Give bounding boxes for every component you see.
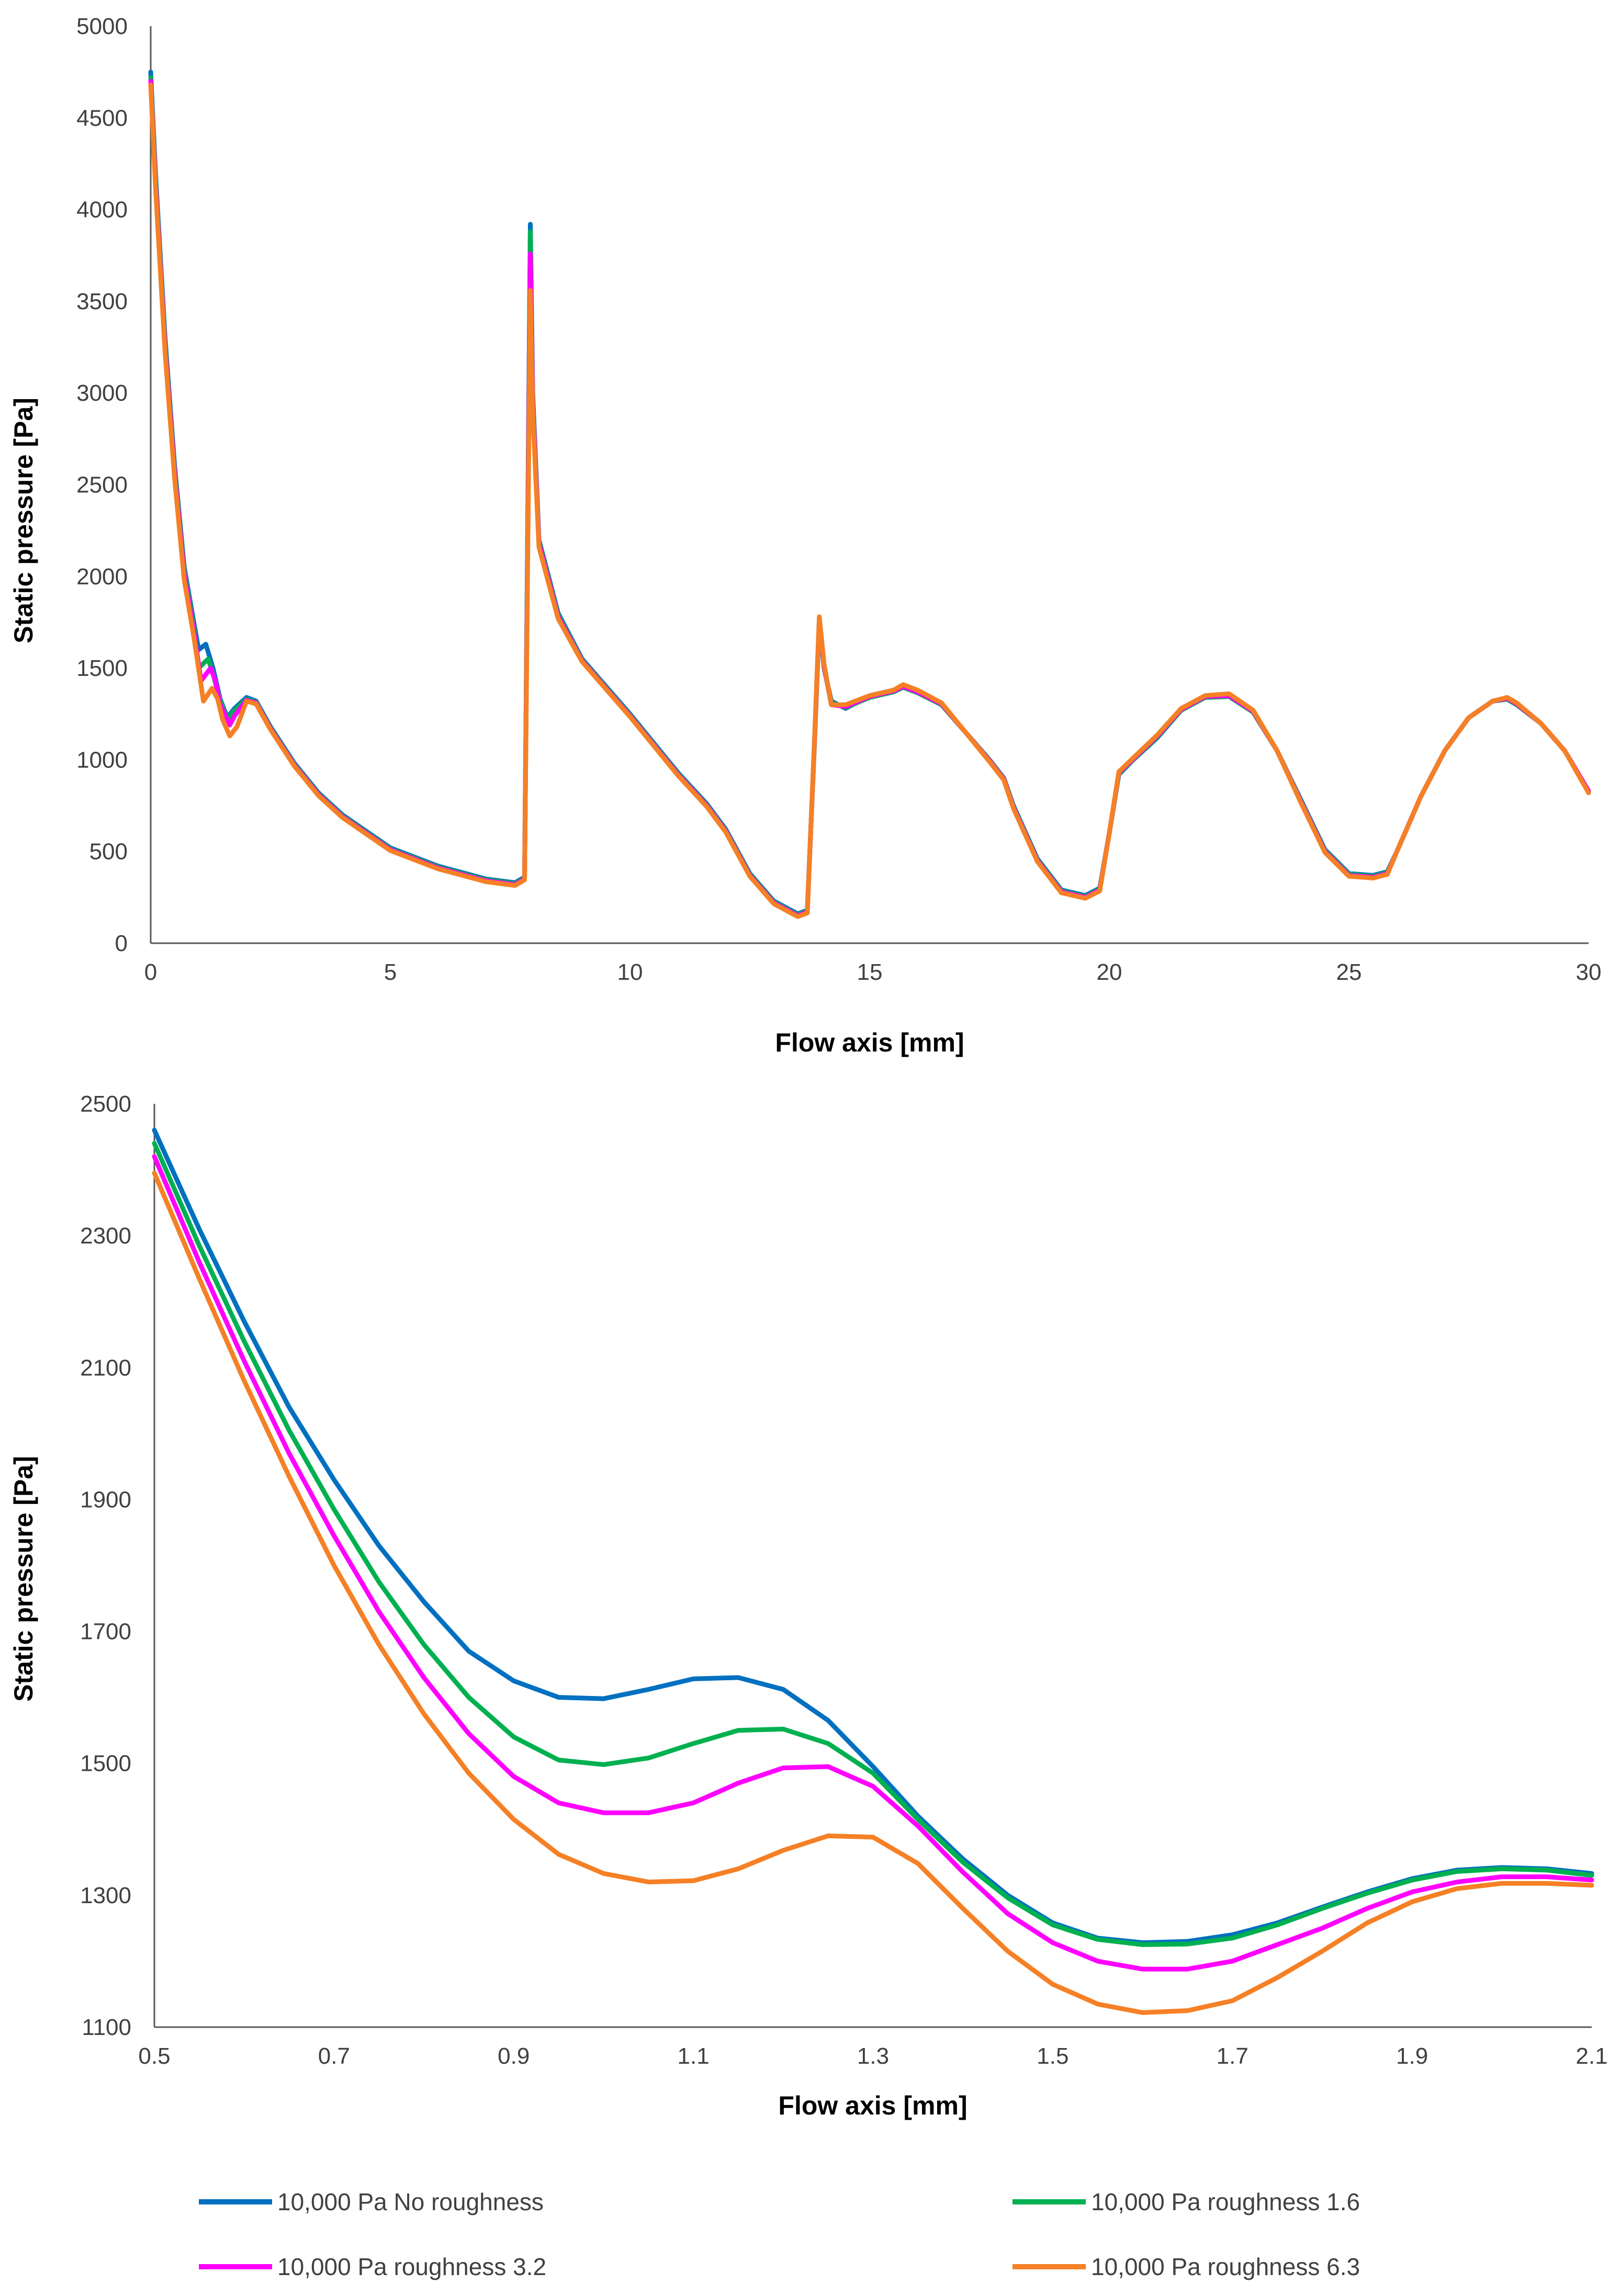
top-y-axis-title: Static pressure [Pa] xyxy=(9,398,38,643)
bottom-x-tick-label: 1.3 xyxy=(857,2043,889,2069)
top-axes xyxy=(150,26,1589,944)
top-x-tick-label: 25 xyxy=(1336,959,1362,985)
top-series xyxy=(148,70,1591,919)
legend-label-4: 10,000 Pa roughness 6.3 xyxy=(1091,2253,1360,2280)
bottom-y-tick-label: 1300 xyxy=(80,1883,131,1908)
bottom-series-line-4 xyxy=(152,1170,1594,2015)
bottom-ticks: 0.5 0.7 0.9 1.1 1.3 1.5 1.7 1.9 2.1 1100 1300 1500 1… xyxy=(80,1091,1607,2069)
top-x-tick-label: 10 xyxy=(617,959,643,985)
bottom-x-tick-label: 1.1 xyxy=(678,2043,710,2069)
legend: 10,000 Pa No roughness 10,000 Pa roughnes… xyxy=(199,2188,1360,2280)
bottom-x-tick-label: 0.9 xyxy=(498,2043,530,2069)
bottom-x-tick-label: 1.7 xyxy=(1217,2043,1248,2069)
bottom-x-tick-label: 2.1 xyxy=(1576,2043,1607,2069)
bottom-x-axis-title: Flow axis [mm] xyxy=(778,2091,967,2120)
bottom-y-axis-title: Static pressure [Pa] xyxy=(9,1456,38,1702)
chart-bottom-zoom: 0.5 0.7 0.9 1.1 1.3 1.5 1.7 1.9 2.1 1100 1300 1500 1… xyxy=(9,1091,1608,2120)
top-x-axis-title: Flow axis [mm] xyxy=(775,1028,964,1057)
top-series-line-2 xyxy=(148,75,1591,918)
top-y-tick-label: 2000 xyxy=(76,564,128,590)
bottom-series-line-3 xyxy=(152,1154,1594,1972)
top-y-tick-label: 0 xyxy=(115,931,128,956)
top-y-tick-label: 500 xyxy=(89,839,128,865)
top-y-tick-label: 5000 xyxy=(76,14,128,39)
bottom-x-tick-label: 0.7 xyxy=(318,2043,350,2069)
top-series-line-3 xyxy=(148,78,1591,918)
top-x-tick-label: 15 xyxy=(857,959,883,985)
top-series-line-4 xyxy=(148,82,1591,919)
top-y-tick-label: 3500 xyxy=(76,289,128,314)
bottom-x-tick-label: 0.5 xyxy=(138,2043,170,2069)
bottom-axes xyxy=(153,1104,1592,2028)
bottom-y-tick-label: 1500 xyxy=(80,1751,131,1777)
top-x-tick-label: 20 xyxy=(1097,959,1122,985)
bottom-y-tick-label: 1900 xyxy=(80,1487,131,1512)
top-x-tick-label: 30 xyxy=(1576,959,1602,985)
bottom-y-tick-label: 1100 xyxy=(82,2015,131,2040)
bottom-y-tick-label: 1700 xyxy=(80,1619,131,1645)
top-y-tick-label: 1000 xyxy=(76,747,128,773)
bottom-x-tick-label: 1.9 xyxy=(1396,2043,1428,2069)
legend-label-3: 10,000 Pa roughness 3.2 xyxy=(277,2253,546,2280)
top-x-tick-label: 0 xyxy=(144,959,157,985)
legend-label-1: 10,000 Pa No roughness xyxy=(277,2188,544,2215)
top-x-tick-label: 5 xyxy=(384,959,397,985)
top-y-tick-label: 4000 xyxy=(76,197,128,223)
top-y-tick-label: 3000 xyxy=(76,380,128,406)
bottom-series xyxy=(152,1127,1594,2015)
bottom-y-tick-label: 2500 xyxy=(80,1091,131,1117)
bottom-y-tick-label: 2100 xyxy=(80,1355,131,1381)
top-series-line-1 xyxy=(148,70,1591,917)
top-y-tick-label: 4500 xyxy=(76,105,128,131)
top-y-tick-label: 2500 xyxy=(76,472,128,498)
bottom-series-line-1 xyxy=(152,1127,1594,1946)
bottom-y-tick-label: 2300 xyxy=(80,1223,131,1249)
chart-top-overview: 0 5 10 15 20 25 30 0 500 1000 1500 2000 2500 3000 3500… xyxy=(9,14,1601,1057)
bottom-series-line-2 xyxy=(152,1141,1594,1947)
legend-label-2: 10,000 Pa roughness 1.6 xyxy=(1091,2188,1360,2215)
bottom-x-tick-label: 1.5 xyxy=(1037,2043,1068,2069)
top-ticks: 0 5 10 15 20 25 30 0 500 1000 1500 2000 2500 3000 3500… xyxy=(76,14,1601,985)
top-y-tick-label: 1500 xyxy=(76,655,128,681)
